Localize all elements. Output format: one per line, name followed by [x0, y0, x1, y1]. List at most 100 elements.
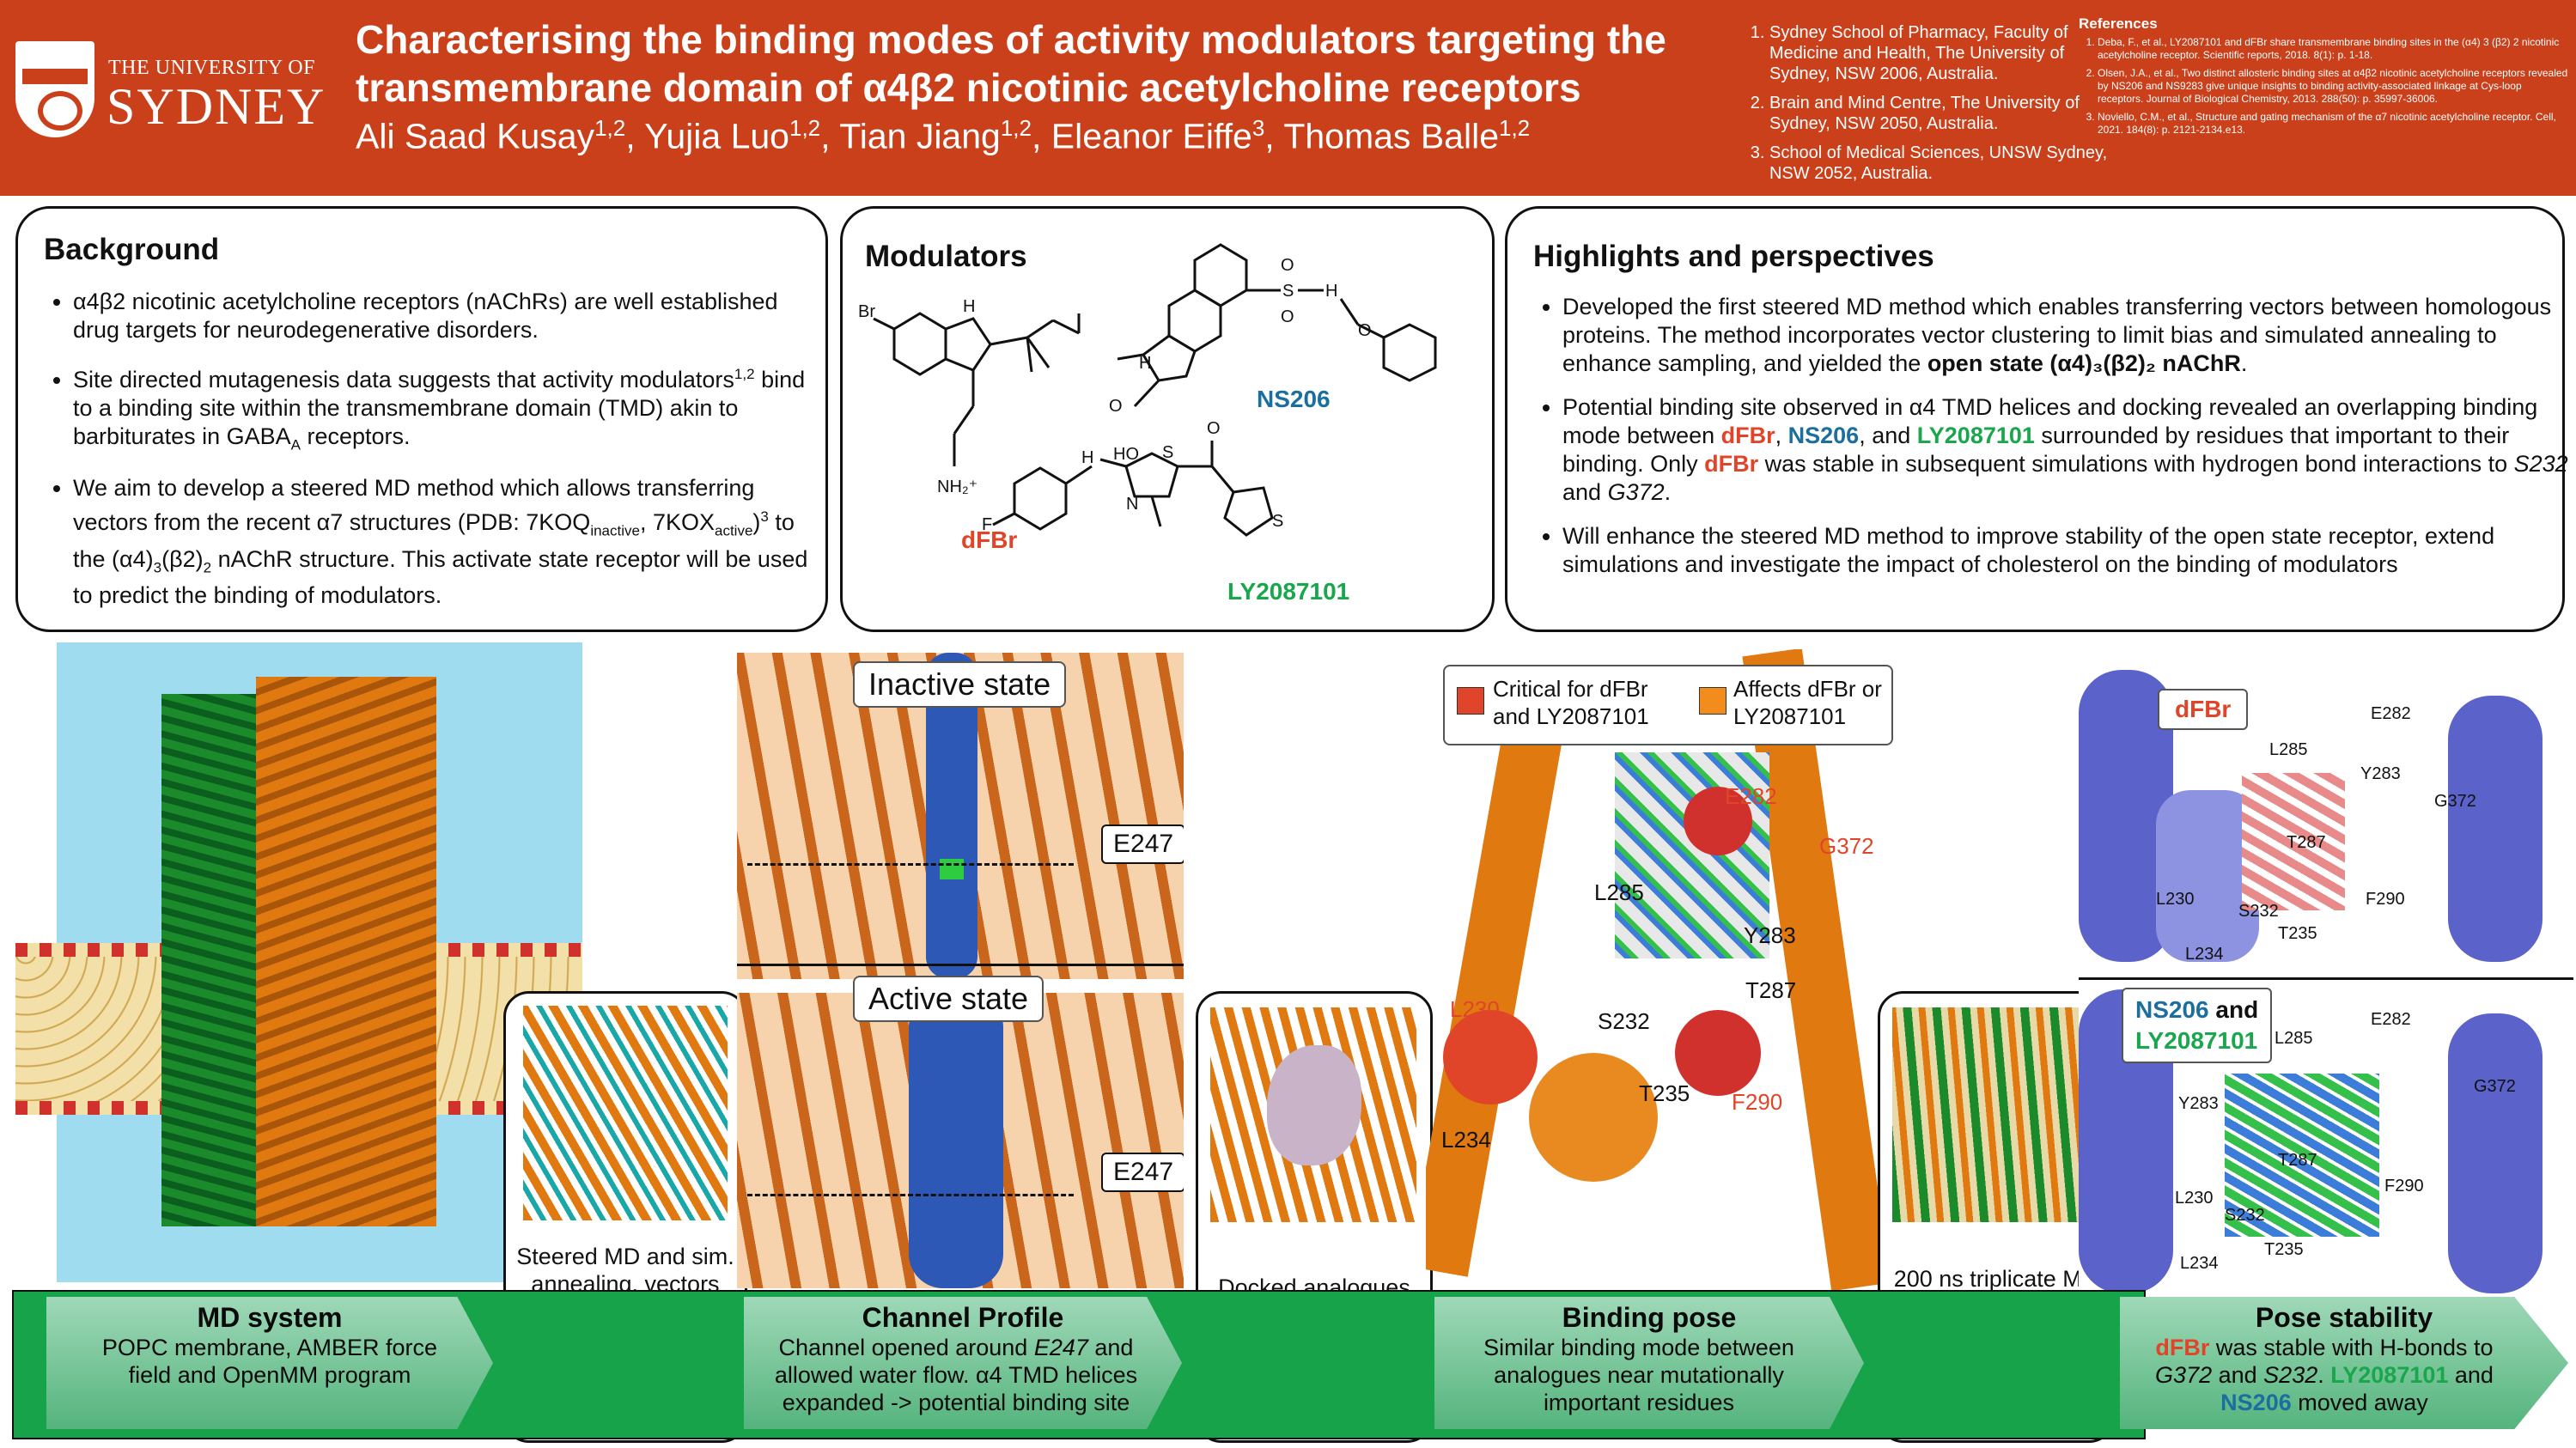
- background-bullets: α4β2 nicotinic acetylcholine receptors (…: [35, 288, 829, 625]
- reference-item: Deba, F., et al., LY2087101 and dFBr sha…: [2098, 36, 2568, 62]
- background-bullet: Site directed mutagenesis data suggests …: [73, 360, 829, 459]
- residue-label: E282: [2371, 704, 2411, 723]
- author-affiliation: 1,2: [1499, 115, 1531, 141]
- affiliation-item: School of Medical Sciences, UNSW Sydney,…: [1769, 143, 2113, 184]
- author-name: Ali Saad Kusay: [356, 116, 595, 156]
- background-panel: Background α4β2 nicotinic acetylcholine …: [15, 206, 828, 632]
- residue-label: F290: [1732, 1089, 1783, 1115]
- residue-label: Y283: [2178, 1094, 2219, 1113]
- molecule-label-dfbr: dFBr: [961, 526, 1018, 553]
- atom-label: F: [982, 515, 992, 534]
- residue-label: T235: [2278, 924, 2317, 943]
- atom-label: H: [963, 297, 975, 316]
- step-title: Pose stability: [2255, 1302, 2433, 1333]
- background-title: Background: [44, 233, 220, 266]
- residue-label: L230: [2175, 1189, 2214, 1208]
- university-line2: SYDNEY: [107, 78, 326, 135]
- step-description: dFBr was stable with H-bonds to G372 and…: [2155, 1335, 2494, 1415]
- step-binding-pose: Binding pose Similar binding mode betwee…: [1434, 1297, 1864, 1429]
- residue-label: G372: [1819, 833, 1874, 859]
- residue-label: T287: [1745, 977, 1797, 1003]
- residue-label: F290: [2366, 890, 2405, 909]
- atom-label: O: [1358, 321, 1372, 340]
- modulators-panel: Modulators: [840, 206, 1495, 632]
- reference-item: Olsen, J.A., et al., Two distinct allost…: [2098, 67, 2568, 106]
- atom-label: O: [1207, 419, 1221, 438]
- binding-pose-image: Critical for dFBr and LY2087101 Affects …: [1426, 649, 1907, 1290]
- step-description: POPC membrane, AMBER force field and Ope…: [101, 1335, 438, 1388]
- author-affiliation: 1,2: [594, 115, 626, 141]
- residue-label: F290: [2384, 1177, 2424, 1196]
- legend-swatch-affects: [1699, 687, 1726, 715]
- header-banner: THE UNIVERSITY OF SYDNEY Characterising …: [0, 0, 2576, 196]
- residue-label: E282: [1725, 783, 1777, 809]
- background-bullet: We aim to develop a steered MD method wh…: [73, 474, 829, 610]
- affiliations-list: Sydney School of Pharmacy, Faculty of Me…: [1744, 22, 2113, 192]
- author-name: Tian Jiang: [839, 116, 1001, 156]
- residue-label: L285: [2275, 1029, 2313, 1048]
- author-name: Thomas Balle: [1283, 116, 1499, 156]
- residue-label: L234: [2180, 1254, 2219, 1273]
- university-line1: THE UNIVERSITY OF: [108, 57, 315, 79]
- chemical-structures: Br H NH₂⁺ H O HO S O O H O H F S N O S: [858, 243, 1437, 537]
- atom-label: O: [1281, 256, 1294, 275]
- background-bullet: α4β2 nicotinic acetylcholine receptors (…: [73, 288, 829, 344]
- molecule-label-ly2087101: LY2087101: [1227, 578, 1350, 605]
- step-title: Channel Profile: [862, 1302, 1064, 1333]
- affiliation-item: Brain and Mind Centre, The University of…: [1769, 93, 2113, 134]
- active-state-label: Active state: [853, 976, 1044, 1022]
- author-name: Yujia Luo: [644, 116, 789, 156]
- poster-title: Characterising the binding modes of acti…: [356, 15, 1764, 112]
- atom-label: S: [1162, 443, 1173, 462]
- molecule-label-ns206: NS206: [1257, 386, 1331, 412]
- atom-label: H: [1081, 448, 1093, 467]
- step-title: MD system: [197, 1302, 343, 1333]
- references-title: References: [2079, 15, 2158, 32]
- highlight-bullet: Will enhance the steered MD method to im…: [1562, 522, 2576, 579]
- channel-profile-image: Inactive state Active state E247 E247: [737, 653, 1184, 1288]
- atom-label: HO: [1113, 445, 1139, 464]
- affiliation-item: Sydney School of Pharmacy, Faculty of Me…: [1769, 22, 2113, 84]
- atom-label: Br: [858, 302, 875, 321]
- residue-label: G372: [2474, 1077, 2516, 1096]
- university-logo: THE UNIVERSITY OF SYDNEY: [15, 33, 333, 161]
- title-line2: transmembrane domain of α4β2 nicotinic a…: [356, 65, 1581, 110]
- stability-bottom-label: NS206 and LY2087101: [2122, 988, 2273, 1063]
- reference-item: Noviello, C.M., et al., Structure and ga…: [2098, 111, 2568, 137]
- step-title: Binding pose: [1562, 1302, 1737, 1333]
- atom-label: N: [1126, 495, 1138, 514]
- residue-label: L285: [1594, 879, 1644, 905]
- crest-icon: [15, 41, 94, 137]
- atom-label: O: [1281, 307, 1294, 326]
- author-name: Eleanor Eiffe: [1050, 116, 1252, 156]
- pose-stability-image: dFBr NS206 and LY2087101 E282 L285 Y283 G…: [2079, 670, 2573, 1293]
- e247-label-bottom: E247: [1101, 1153, 1184, 1192]
- step-channel-profile: Channel Profile Channel opened around E2…: [744, 1297, 1182, 1429]
- highlight-bullet: Potential binding site observed in α4 TM…: [1562, 393, 2576, 507]
- references: References Deba, F., et al., LY2087101 a…: [2079, 15, 2568, 142]
- residue-label: L230: [2156, 890, 2195, 909]
- atom-label: H: [1325, 282, 1337, 301]
- atom-label: O: [1109, 397, 1123, 416]
- references-list: Deba, F., et al., LY2087101 and dFBr sha…: [2079, 36, 2568, 137]
- legend-swatch-critical: [1457, 687, 1484, 715]
- author-affiliation: 1,2: [1000, 115, 1032, 141]
- atom-label: NH₂⁺: [937, 478, 977, 496]
- residue-label: S232: [2238, 902, 2279, 921]
- residue-label: T287: [2287, 833, 2326, 852]
- residue-label: L234: [2185, 945, 2224, 964]
- author-affiliation: 1,2: [789, 115, 821, 141]
- residue-label: G372: [2434, 792, 2476, 811]
- residue-label: Y283: [1744, 922, 1796, 948]
- atom-label: S: [1282, 282, 1294, 301]
- highlights-panel: Highlights and perspectives Developed th…: [1505, 206, 2568, 632]
- residue-label: L234: [1441, 1127, 1491, 1153]
- residue-label: S232: [2225, 1206, 2265, 1225]
- step-description: Similar binding mode between analogues n…: [1483, 1335, 1794, 1415]
- residue-label: T235: [1639, 1080, 1690, 1106]
- md-system-image: [15, 642, 582, 1282]
- stability-top-label: dFBr: [2158, 689, 2249, 730]
- highlights-bullets: Developed the first steered MD method wh…: [1525, 293, 2576, 594]
- step-md-system: MD system POPC membrane, AMBER force fie…: [46, 1297, 493, 1429]
- residue-label: T235: [2264, 1240, 2304, 1259]
